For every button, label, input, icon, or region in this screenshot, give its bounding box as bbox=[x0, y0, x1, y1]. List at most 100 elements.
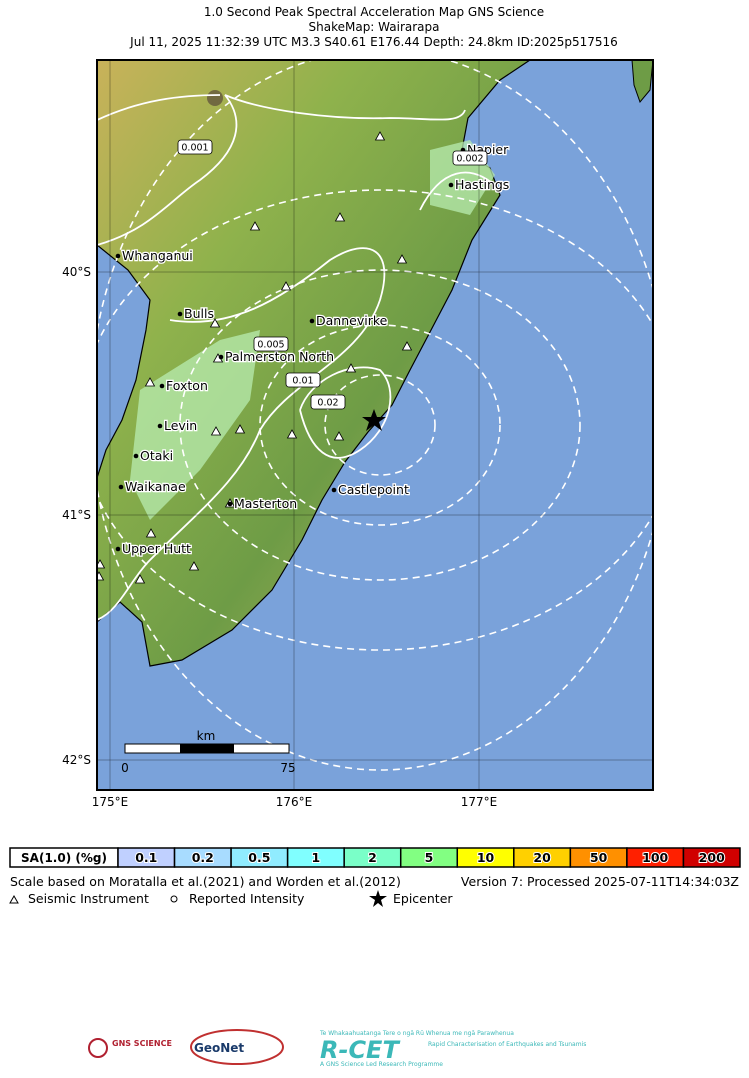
low-shading bbox=[130, 140, 495, 520]
contour-label: 0.001 bbox=[181, 143, 208, 154]
lat-label: 41°S bbox=[62, 508, 91, 522]
title: 1.0 Second Peak Spectral Acceleration Ma… bbox=[204, 5, 544, 19]
station bbox=[210, 426, 222, 436]
city-dot bbox=[177, 311, 183, 317]
rcet-logo: R-CET bbox=[320, 1036, 400, 1064]
legend: SA(1.0) (%g) 0.1 0.2 0.5 1 2 5 10 20 50 100 200 bbox=[9, 847, 741, 868]
city-label: Upper Hutt bbox=[122, 541, 191, 556]
contour-label-box bbox=[452, 150, 488, 166]
contour-label: 0.005 bbox=[257, 340, 284, 351]
scale-label: 0 bbox=[121, 761, 129, 775]
logos: GNS SCIENCE GeoNet Te Whakaahuatanga Ter… bbox=[88, 1029, 586, 1068]
contour-label: 0.002 bbox=[456, 154, 483, 165]
lat-label: 40°S bbox=[62, 265, 91, 279]
city-dot bbox=[157, 423, 163, 429]
map-frame bbox=[96, 59, 654, 791]
station bbox=[249, 221, 261, 231]
station bbox=[345, 363, 357, 373]
contour-label-box bbox=[253, 336, 289, 352]
legend-label: 0.2 bbox=[192, 850, 214, 865]
legend-label: 200 bbox=[699, 850, 725, 865]
contours bbox=[97, 94, 501, 621]
scale-note: Scale based on Moratalla et al.(2021) an… bbox=[10, 874, 401, 889]
city-label: Palmerston North bbox=[225, 349, 334, 364]
city-label: Levin bbox=[164, 418, 197, 433]
station bbox=[97, 571, 105, 581]
lon-label: 175°E bbox=[92, 795, 129, 809]
city-label: Bulls bbox=[184, 306, 214, 321]
contour-label-box bbox=[285, 372, 321, 388]
intensity-symbol bbox=[170, 895, 178, 903]
subtitle: ShakeMap: Wairarapa bbox=[309, 20, 440, 34]
contours-dashed bbox=[97, 60, 653, 771]
station bbox=[286, 429, 298, 439]
symbol-label: Seismic Instrument bbox=[28, 891, 149, 906]
lon-label: 177°E bbox=[461, 795, 498, 809]
station bbox=[333, 431, 345, 441]
instrument-symbol bbox=[9, 894, 19, 904]
city-dot bbox=[115, 546, 121, 552]
contour-label: 0.01 bbox=[292, 376, 313, 387]
station bbox=[374, 131, 386, 141]
city-dot bbox=[115, 253, 121, 259]
stations bbox=[97, 131, 413, 584]
legend-label: 0.5 bbox=[248, 850, 270, 865]
volcano bbox=[207, 90, 223, 106]
legend-title: SA(1.0) (%g) bbox=[21, 851, 107, 865]
legend-label: 2 bbox=[368, 850, 377, 865]
scale-label: 75 bbox=[280, 761, 295, 775]
rcet-foot: A GNS Science Led Research Programme bbox=[320, 1061, 443, 1068]
contour-labels: 0.001 0.002 0.005 0.01 0.02 bbox=[177, 139, 488, 410]
event-info: Jul 11, 2025 11:32:39 UTC M3.3 S40.61 E1… bbox=[129, 35, 618, 49]
legend-swatch bbox=[682, 847, 741, 868]
lat-label: 42°S bbox=[62, 753, 91, 767]
station bbox=[396, 254, 408, 264]
epicenter bbox=[362, 409, 386, 431]
rcet-sub: Rapid Characterisation of Earthquakes an… bbox=[428, 1041, 586, 1048]
symbol-label: Epicenter bbox=[393, 891, 453, 906]
gns-logo: GNS SCIENCE bbox=[112, 1039, 172, 1048]
city-dot bbox=[159, 383, 165, 389]
rcet-maori: Te Whakaahuatanga Tere o ngā Rū Whenua m… bbox=[319, 1030, 514, 1037]
city-dot bbox=[133, 453, 139, 459]
station bbox=[334, 212, 346, 222]
legend-label: 1 bbox=[312, 850, 321, 865]
island bbox=[631, 60, 653, 103]
station bbox=[401, 341, 413, 351]
city-label: Waikanae bbox=[125, 479, 186, 494]
city-dot bbox=[331, 487, 337, 493]
station bbox=[144, 377, 156, 387]
station bbox=[145, 528, 157, 538]
legend-label: 5 bbox=[425, 850, 434, 865]
scale-bar: km 0 75 bbox=[121, 729, 295, 775]
city-label: Foxton bbox=[166, 378, 208, 393]
city-dot bbox=[227, 501, 233, 507]
station bbox=[234, 424, 246, 434]
scale-unit: km bbox=[197, 729, 216, 743]
symbol-label: Reported Intensity bbox=[189, 891, 305, 906]
lon-label: 176°E bbox=[276, 795, 313, 809]
station bbox=[209, 318, 221, 328]
city-dot bbox=[309, 318, 315, 324]
legend-label: 0.1 bbox=[135, 850, 157, 865]
station bbox=[280, 281, 292, 291]
version-note: Version 7: Processed 2025-07-11T14:34:03… bbox=[461, 874, 739, 889]
legend-label: 10 bbox=[477, 850, 495, 865]
city-label: Hastings bbox=[455, 177, 509, 192]
contour-label: 0.02 bbox=[317, 398, 338, 409]
city-dot bbox=[118, 484, 124, 490]
station bbox=[188, 561, 200, 571]
legend-label: 20 bbox=[533, 850, 551, 865]
city-dot bbox=[218, 354, 224, 360]
epicenter-symbol bbox=[369, 890, 387, 907]
contour-label-box bbox=[310, 394, 346, 410]
city-label: Dannevirke bbox=[316, 313, 388, 328]
geonet-logo: GeoNet bbox=[194, 1041, 244, 1055]
city-label: Castlepoint bbox=[338, 482, 409, 497]
contour-label-box bbox=[177, 139, 213, 155]
city-dot bbox=[448, 182, 454, 188]
legend-label: 50 bbox=[590, 850, 608, 865]
